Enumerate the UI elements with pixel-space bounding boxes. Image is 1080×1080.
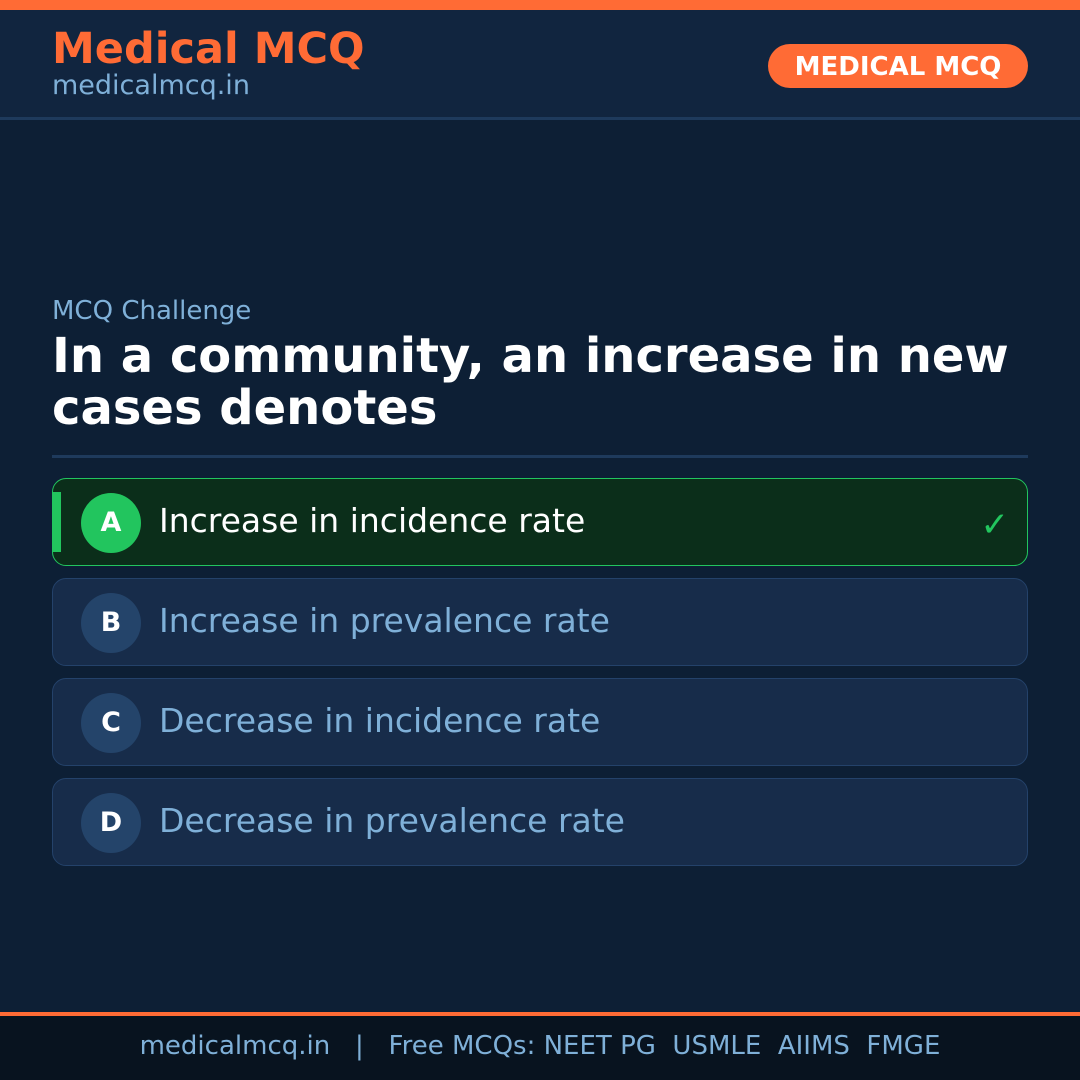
option-c[interactable]: C Decrease in incidence rate: [52, 678, 1028, 766]
option-letter: A: [81, 493, 141, 553]
footer: medicalmcq.in | Free MCQs: NEET PG USMLE…: [0, 1012, 1080, 1080]
option-letter: C: [81, 693, 141, 753]
option-letter: D: [81, 793, 141, 853]
option-text: Decrease in prevalence rate: [159, 801, 625, 840]
divider: [52, 455, 1028, 458]
top-accent-bar: [0, 0, 1080, 10]
option-d[interactable]: D Decrease in prevalence rate: [52, 778, 1028, 866]
site-url: medicalmcq.in: [52, 70, 250, 101]
option-text: Increase in prevalence rate: [159, 601, 610, 640]
checkmark-icon: ✓: [980, 505, 1010, 545]
correct-indicator-bar: [53, 492, 61, 552]
section-label: MCQ Challenge: [52, 296, 252, 326]
option-b[interactable]: B Increase in prevalence rate: [52, 578, 1028, 666]
option-a[interactable]: A Increase in incidence rate ✓: [52, 478, 1028, 566]
option-text: Decrease in incidence rate: [159, 701, 601, 740]
question-text: In a community, an increase in new cases…: [52, 328, 1009, 436]
header: Medical MCQ medicalmcq.in MEDICAL MCQ: [0, 10, 1080, 120]
option-text: Increase in incidence rate: [159, 501, 586, 540]
brand-badge: MEDICAL MCQ: [768, 44, 1028, 88]
option-letter: B: [81, 593, 141, 653]
brand-title: Medical MCQ: [52, 24, 365, 74]
